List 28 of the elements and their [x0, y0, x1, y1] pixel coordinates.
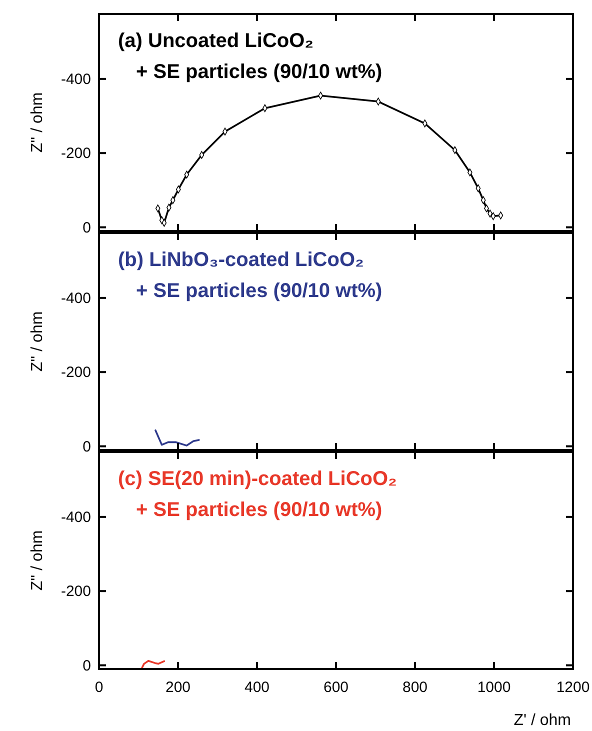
x-axis-title: Z' / ohm: [514, 712, 571, 729]
y-tick-label: 0: [82, 657, 91, 674]
y-axis-title: Z'' / ohm: [29, 92, 46, 153]
y-axis-title: Z'' / ohm: [29, 530, 46, 591]
x-tick-label: 1000: [477, 679, 511, 696]
line-series: [140, 660, 166, 670]
line-series: [154, 429, 200, 446]
x-tick-label: 600: [323, 679, 349, 696]
x-tick-label: 0: [94, 679, 104, 696]
y-tick-label: 0: [82, 438, 91, 456]
text: (c) SE(20 min)-coated LiCoO₂: [118, 468, 397, 490]
y-tick-label: -200: [60, 145, 91, 162]
y-tick-label: 0: [82, 219, 91, 236]
y-tick-label: -400: [60, 508, 91, 526]
y-tick-label: -400: [60, 70, 91, 88]
y-tick-label: -400: [60, 290, 91, 307]
y-tick-label: -200: [60, 364, 91, 382]
x-tick-label: 1200: [556, 679, 590, 696]
text: (a) Uncoated LiCoO₂: [118, 30, 314, 52]
y-axis-title: Z'' / ohm: [29, 311, 46, 372]
text: + SE particles (90/10 wt%): [136, 280, 382, 302]
text: + SE particles (90/10 wt%): [136, 61, 382, 83]
x-tick-label: 400: [244, 679, 270, 696]
text: (b) LiNbO₃-coated LiCoO₂: [118, 249, 364, 271]
y-tick-label: -200: [60, 583, 91, 600]
text: + SE particles (90/10 wt%): [136, 499, 382, 521]
x-tick-label: 800: [402, 679, 428, 696]
x-tick-label: 200: [165, 679, 191, 696]
